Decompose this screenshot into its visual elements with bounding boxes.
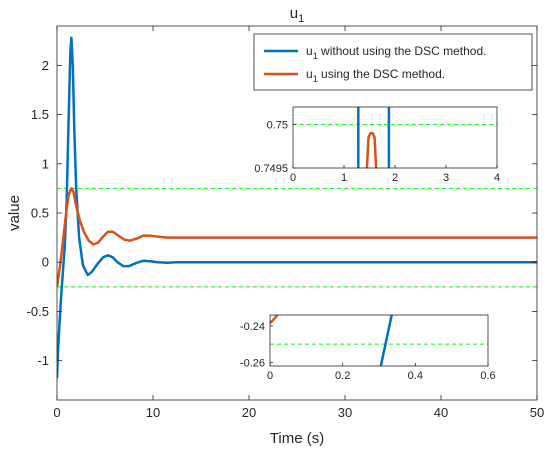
inset-lower: 0 0.2 0.4 0.6 -0.26 -0.24 <box>240 314 496 382</box>
inset-series-line-2-1 <box>270 315 279 325</box>
inset-x-tick-label: 0.2 <box>335 370 350 382</box>
x-tick-label: 50 <box>530 405 544 420</box>
inset-x-tick-label: 0.4 <box>408 370 423 382</box>
inset-y-tick-label: -0.26 <box>240 357 265 369</box>
x-tick-label: 10 <box>146 405 160 420</box>
legend-entry-2: u1 using the DSC method. <box>306 67 445 84</box>
inset-x-tick-label: 0 <box>290 172 296 184</box>
y-tick-label: 1.5 <box>31 107 49 122</box>
series-line-1 <box>57 36 537 379</box>
inset-x-tick-label: 2 <box>392 172 398 184</box>
x-axis-label: Time (s) <box>270 430 324 447</box>
inset-x-tick-label: 4 <box>494 172 500 184</box>
legend-box <box>253 33 533 91</box>
inset-upper: 0 1 2 3 4 0.7495 0.75 <box>254 106 500 184</box>
inset-box <box>269 314 489 367</box>
chart-title: u1 <box>290 5 304 25</box>
inset-data-layer <box>293 107 497 168</box>
y-axis-label: value <box>6 195 23 231</box>
inset-x-tick-label: 1 <box>341 172 347 184</box>
inset-x-tick-label: 0 <box>267 370 273 382</box>
y-tick-label: -0.5 <box>27 304 49 319</box>
y-tick-label: -1 <box>37 353 49 368</box>
y-tick-label: 1 <box>42 156 49 171</box>
y-tick-label: 2 <box>42 58 49 73</box>
inset-background <box>293 107 497 168</box>
inset-x-tick-label: 3 <box>443 172 449 184</box>
x-tick-label: 20 <box>242 405 256 420</box>
inset-series-line-2-1 <box>365 131 378 168</box>
inset-y-tick-label: 0.75 <box>267 119 288 131</box>
y-tick-label: 0 <box>42 255 49 270</box>
x-tick-label: 0 <box>53 405 60 420</box>
inset-y-tick-label: 0.7495 <box>254 163 288 175</box>
inset-y-tick-label: -0.24 <box>240 321 265 333</box>
data-layer <box>57 36 537 379</box>
legend-entry-1: u1 without using the DSC method. <box>306 44 486 61</box>
inset-series-line-1-1 <box>379 315 393 366</box>
inset-background <box>270 315 488 366</box>
x-tick-label: 30 <box>338 405 352 420</box>
inset-x-tick-label: 0.6 <box>480 370 495 382</box>
x-tick-label: 40 <box>434 405 448 420</box>
y-tick-label: 0.5 <box>31 206 49 221</box>
series-line-2 <box>57 187 537 287</box>
legend: u1 without using the DSC method. u1 using… <box>253 33 533 91</box>
inset-data-layer <box>270 315 488 366</box>
